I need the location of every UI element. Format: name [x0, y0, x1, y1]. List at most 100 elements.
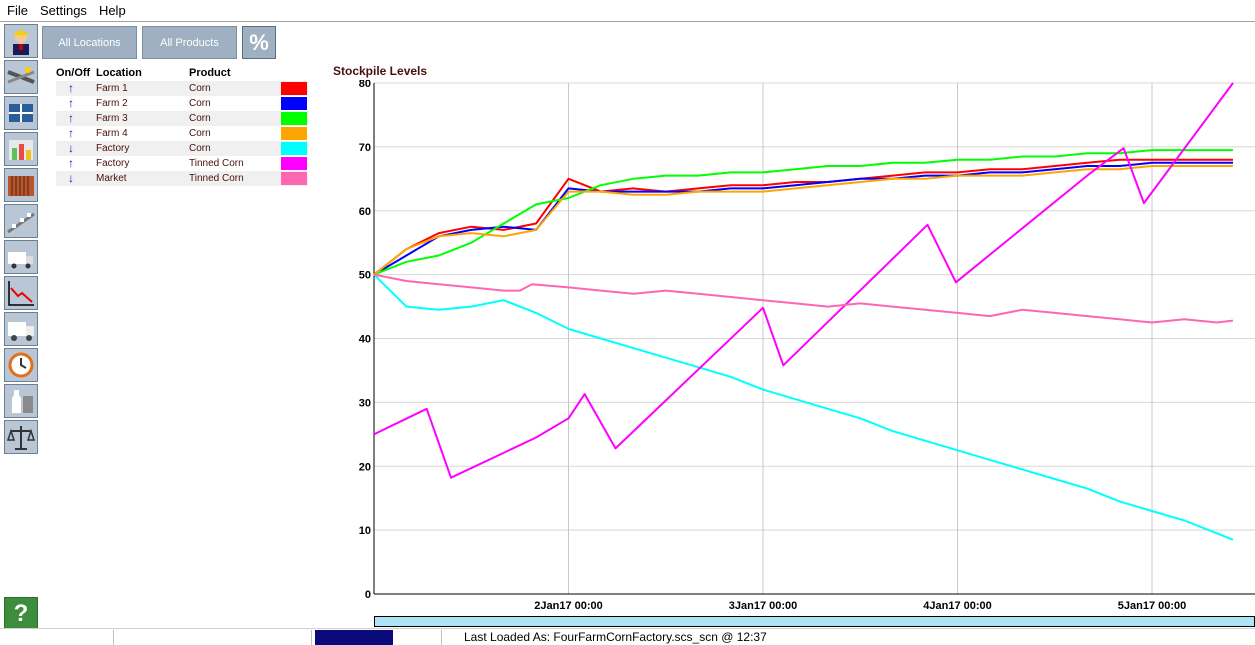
chart-time-scrollbar[interactable] [374, 616, 1255, 627]
arrow-up-icon[interactable]: ↑ [68, 81, 74, 95]
stockpile-chart[interactable]: 0 10 20 30 40 50 60 70 80 2Jan17 00:00 3Jan17 00:0… [330, 80, 1255, 615]
row-location: Farm 2 [96, 98, 128, 109]
series-line [373, 273, 1234, 324]
scales-button[interactable] [4, 420, 38, 454]
series-row[interactable]: ↑ Factory Tinned Corn [56, 156, 308, 171]
engineer-button[interactable] [4, 24, 38, 58]
row-location: Farm 1 [96, 83, 128, 94]
color-swatch[interactable] [281, 82, 307, 95]
color-swatch[interactable] [281, 112, 307, 125]
conveyor-icon [7, 212, 35, 234]
menu-bar: File Settings Help [0, 0, 1255, 22]
left-toolbar [4, 24, 38, 624]
arrow-down-icon[interactable]: ↓ [68, 171, 74, 185]
color-swatch[interactable] [281, 127, 307, 140]
storage-tanks-icon [9, 140, 33, 160]
series-line [373, 149, 1233, 276]
menu-help[interactable]: Help [98, 2, 126, 18]
row-location: Farm 4 [96, 128, 128, 139]
series-row[interactable]: ↑ Farm 2 Corn [56, 96, 308, 111]
truck-icon [8, 322, 34, 341]
menu-file[interactable]: File [7, 2, 28, 18]
y-tick-label: 70 [359, 142, 371, 154]
table-header: On/Off Location Product [56, 66, 308, 81]
header-onoff: On/Off [56, 67, 91, 79]
arrow-down-icon[interactable]: ↓ [68, 141, 74, 155]
status-text: Last Loaded As: FourFarmCornFactory.scs_… [464, 630, 767, 644]
chart-trend-icon [8, 281, 34, 306]
chart-trend-button[interactable] [4, 276, 38, 310]
truck-button[interactable] [4, 312, 38, 346]
series-row[interactable]: ↑ Farm 1 Corn [56, 81, 308, 96]
row-product: Tinned Corn [189, 173, 244, 184]
color-swatch[interactable] [281, 142, 307, 155]
clock-icon [8, 352, 34, 378]
series-row[interactable]: ↑ Farm 3 Corn [56, 111, 308, 126]
network-icon [9, 104, 33, 122]
arrow-up-icon[interactable]: ↑ [68, 96, 74, 110]
series-table: On/Off Location Product ↑ Farm 1 Corn ↑ Farm… [56, 66, 308, 186]
storage-tanks-button[interactable] [4, 132, 38, 166]
row-product: Tinned Corn [189, 158, 244, 169]
x-tick-label: 4Jan17 00:00 [923, 600, 992, 612]
series-row[interactable]: ↓ Market Tinned Corn [56, 171, 308, 186]
status-divider [113, 630, 114, 645]
row-location: Farm 3 [96, 113, 128, 124]
row-product: Corn [189, 143, 211, 154]
bottles-button[interactable] [4, 384, 38, 418]
series-line [373, 161, 1233, 276]
color-swatch[interactable] [281, 157, 307, 170]
series-line [373, 82, 1234, 479]
series-row[interactable]: ↑ Farm 4 Corn [56, 126, 308, 141]
y-tick-label: 0 [365, 589, 371, 601]
menu-settings[interactable]: Settings [39, 2, 87, 18]
y-tick-label: 10 [359, 525, 371, 537]
help-button[interactable]: ? [4, 597, 38, 631]
arrow-up-icon[interactable]: ↑ [68, 156, 74, 170]
row-product: Corn [189, 83, 211, 94]
color-swatch[interactable] [281, 172, 307, 185]
all-locations-button[interactable]: All Locations [42, 26, 137, 59]
series-line [373, 273, 1234, 541]
y-tick-label: 40 [359, 334, 371, 346]
table-rows: ↑ Farm 1 Corn ↑ Farm 2 Corn ↑ Farm 3 Corn ↑ Farm 4… [56, 81, 308, 186]
color-swatch[interactable] [281, 97, 307, 110]
header-location: Location [96, 67, 142, 79]
row-location: Factory [96, 158, 130, 169]
containers-button[interactable] [4, 168, 38, 202]
header-product: Product [189, 67, 231, 79]
row-location: Market [96, 173, 127, 184]
all-products-button[interactable]: All Products [142, 26, 237, 59]
chart-title: Stockpile Levels [333, 64, 428, 78]
row-product: Corn [189, 113, 211, 124]
status-divider [311, 630, 312, 645]
truck-loading-button[interactable] [4, 240, 38, 274]
engineer-icon [13, 30, 29, 55]
y-tick-label: 60 [359, 206, 371, 218]
arrow-up-icon[interactable]: ↑ [68, 111, 74, 125]
help-icon: ? [13, 600, 29, 627]
y-tick-label: 30 [359, 397, 371, 409]
y-tick-label: 50 [359, 270, 371, 282]
status-progress-bar [315, 630, 393, 645]
conveyor-button[interactable] [4, 204, 38, 238]
series-line [373, 165, 1233, 276]
arrow-up-icon[interactable]: ↑ [68, 126, 74, 140]
y-tick-label: 20 [359, 461, 371, 473]
x-tick-label: 2Jan17 00:00 [534, 600, 603, 612]
series-row[interactable]: ↓ Factory Corn [56, 141, 308, 156]
status-bar: Last Loaded As: FourFarmCornFactory.scs_… [0, 628, 1255, 645]
clock-button[interactable] [4, 348, 38, 382]
row-product: Corn [189, 128, 211, 139]
bottles-icon [12, 390, 33, 413]
network-button[interactable] [4, 96, 38, 130]
pipes-button[interactable] [4, 60, 38, 94]
x-tick-label: 5Jan17 00:00 [1118, 600, 1187, 612]
pipes-icon [7, 67, 35, 84]
percent-toggle-button[interactable]: % [242, 26, 276, 59]
row-product: Corn [189, 98, 211, 109]
series-line [373, 158, 1233, 276]
scales-icon [6, 426, 36, 450]
row-location: Factory [96, 143, 130, 154]
